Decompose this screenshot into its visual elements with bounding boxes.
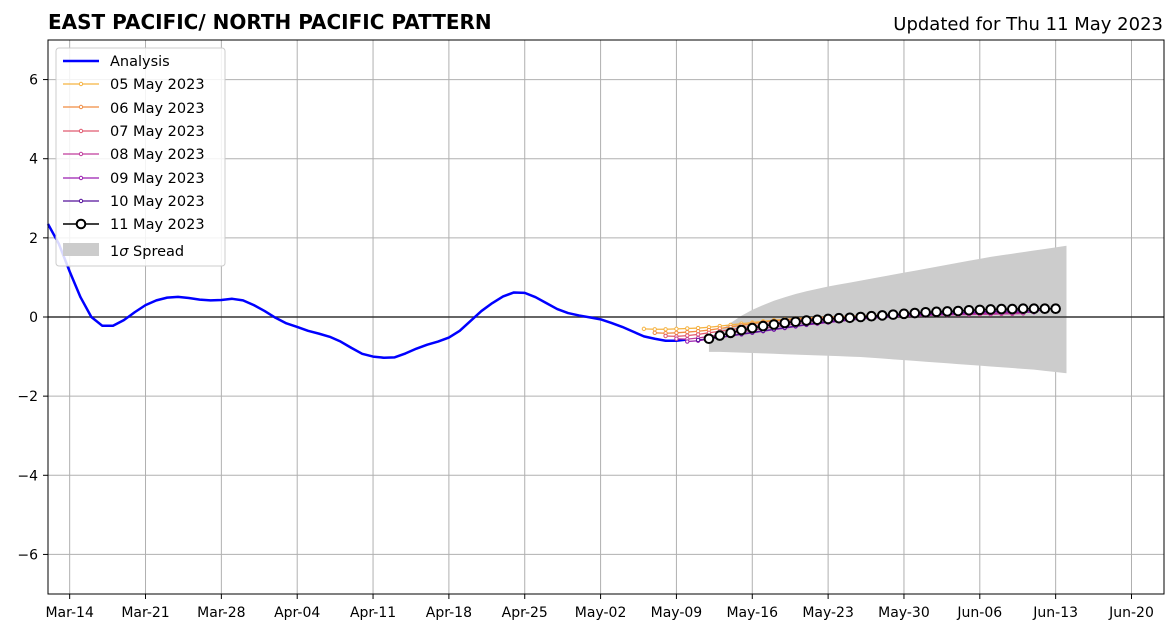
y-tick-label: −4 (17, 468, 38, 484)
legend-label-07-may: 07 May 2023 (110, 124, 205, 140)
forecast-point (641, 326, 647, 332)
x-tick-label: May-09 (651, 605, 703, 621)
forecast-point (685, 329, 690, 335)
current-forecast-point (801, 315, 812, 326)
x-tick-label: Apr-11 (350, 605, 396, 621)
forecast-point (685, 326, 690, 331)
legend-marker-08-may (78, 151, 84, 157)
y-tick-label: 0 (29, 310, 38, 326)
current-forecast-point (703, 333, 715, 345)
current-forecast-point (746, 322, 758, 334)
x-tick-label: Jun-13 (1032, 605, 1078, 621)
current-forecast-point (822, 313, 834, 325)
current-forecast-point (1007, 303, 1018, 315)
forecast-point (695, 337, 701, 343)
forecast-point (674, 336, 679, 341)
x-tick-label: May-02 (575, 605, 627, 621)
x-tick-label: May-30 (878, 605, 930, 621)
current-forecast-point (790, 316, 801, 328)
current-forecast-point (768, 319, 780, 330)
spread-area (708, 245, 1067, 374)
y-axis: −6 −4 −2 0 2 4 6 (17, 73, 48, 563)
legend-label-08-may: 08 May 2023 (110, 147, 205, 163)
current-forecast-point (866, 310, 877, 322)
current-forecast-point (887, 309, 899, 320)
forecast-point (685, 333, 690, 338)
x-tick-label: May-23 (802, 605, 854, 621)
legend-label-spread: 1σ Spread (110, 244, 184, 260)
x-tick-label: Mar-28 (197, 605, 245, 621)
legend-marker-10-may (78, 198, 84, 204)
legend-box (55, 47, 226, 267)
x-tick-label: Apr-04 (274, 605, 320, 621)
current-forecast-point (855, 311, 866, 323)
legend: Analysis 05 May 2023 06 May 2023 07 May … (55, 47, 226, 267)
current-forecast-point (714, 330, 726, 341)
analysis-line (46, 223, 688, 360)
legend-label-10-may: 10 May 2023 (110, 194, 205, 210)
current-forecast-point (898, 308, 910, 320)
legend-marker-07-may (78, 128, 84, 134)
legend-label-analysis: Analysis (110, 54, 170, 70)
legend-label-06-may: 06 May 2023 (110, 101, 205, 117)
current-forecast-point (996, 303, 1007, 315)
current-forecast-point (725, 327, 736, 339)
current-forecast-point (942, 306, 953, 317)
chart-title: EAST PACIFIC/ NORTH PACIFIC PATTERN (48, 10, 492, 34)
legend-marker-11-may (75, 218, 87, 230)
legend-marker-05-may (78, 81, 84, 87)
legend-label-11-may: 11 May 2023 (110, 217, 205, 233)
y-tick-label: −2 (17, 389, 38, 405)
current-forecast-point (909, 307, 921, 319)
forecast-point (663, 333, 668, 339)
current-forecast-point (931, 306, 942, 318)
x-tick-label: May-16 (726, 605, 778, 621)
current-forecast-point (1039, 303, 1051, 314)
legend-label-09-may: 09 May 2023 (110, 171, 205, 187)
x-tick-label: Mar-14 (45, 605, 93, 621)
y-tick-label: 4 (29, 152, 38, 168)
current-forecast-layer (703, 303, 1061, 345)
forecast-point (695, 332, 701, 337)
current-forecast-point (736, 324, 747, 336)
chart-subtitle: Updated for Thu 11 May 2023 (893, 14, 1163, 35)
current-forecast-point (1017, 303, 1029, 314)
y-tick-label: 2 (29, 231, 38, 247)
spread-area-layer (708, 245, 1067, 374)
current-forecast-point (952, 305, 964, 317)
current-forecast-point (844, 312, 856, 324)
current-forecast-point (779, 317, 791, 329)
forecast-point (674, 330, 679, 336)
current-forecast-point (833, 312, 845, 324)
x-tick-label: Apr-18 (426, 605, 472, 621)
legend-marker-06-may (78, 104, 84, 110)
current-forecast-point (974, 304, 986, 316)
legend-swatch-spread (63, 243, 99, 256)
current-forecast-point (963, 304, 975, 316)
x-tick-label: Apr-25 (502, 605, 548, 621)
current-forecast-point (876, 310, 888, 321)
current-forecast-point (811, 314, 823, 326)
current-forecast-point (985, 304, 996, 315)
forecast-point (685, 339, 690, 344)
current-forecast-point (1028, 303, 1040, 314)
x-tick-label: Jun-06 (956, 605, 1002, 621)
legend-label-05-may: 05 May 2023 (110, 77, 205, 93)
x-tick-label: Mar-21 (121, 605, 169, 621)
y-tick-label: −6 (17, 547, 38, 563)
x-axis: Mar-14 Mar-21 Mar-28 Apr-04 Apr-11 Apr-18 Apr-… (45, 594, 1154, 621)
analysis-layer (46, 223, 688, 360)
current-forecast-point (920, 306, 931, 318)
forecast-point (663, 327, 668, 332)
current-forecast-point (757, 320, 769, 332)
forecast-point (674, 326, 679, 332)
current-forecast-point (1050, 303, 1061, 314)
legend-marker-09-may (78, 175, 84, 181)
x-tick-label: Jun-20 (1108, 605, 1154, 621)
forecast-point (652, 330, 657, 336)
y-tick-label: 6 (29, 73, 38, 89)
forecast-point (652, 327, 657, 332)
